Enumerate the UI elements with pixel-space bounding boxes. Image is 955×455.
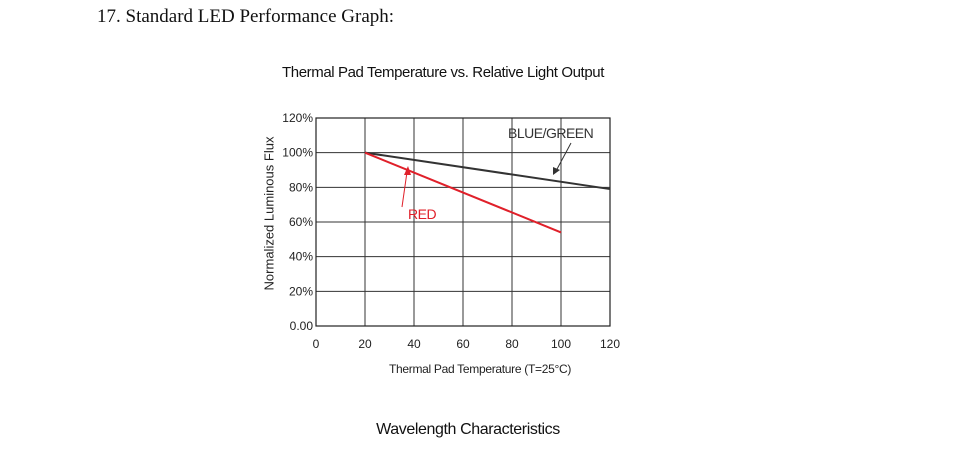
series-line-blue-green [364, 151, 611, 191]
x-tick-label: 120 [600, 337, 620, 351]
y-tick-label: 60% [289, 215, 313, 229]
y-tick-label: 40% [289, 250, 313, 264]
x-tick-label: 40 [407, 337, 421, 351]
y-tick-label: 100% [282, 146, 313, 160]
leader-line-red [401, 171, 408, 208]
series-label-red: RED [408, 206, 436, 222]
series-labels: BLUE/GREEN RED [401, 125, 594, 222]
y-tick-label: 20% [289, 284, 313, 298]
series-line-red [364, 151, 562, 234]
y-tick-label: 0.00 [290, 319, 314, 333]
leader-arrowhead-red [404, 166, 411, 175]
wavelength-caption: Wavelength Characteristics [376, 421, 560, 438]
series-lines [364, 151, 611, 234]
x-tick-labels: 0 20 40 60 80 100 120 [313, 337, 621, 351]
y-tick-label: 120% [282, 111, 313, 125]
chart-title: Thermal Pad Temperature vs. Relative Lig… [282, 64, 604, 81]
x-axis-label: Thermal Pad Temperature (T=25°C) [388, 362, 572, 376]
leader-arrowhead-blue-green [553, 167, 560, 175]
series-label-blue-green: BLUE/GREEN [508, 125, 593, 141]
x-tick-label: 100 [551, 337, 571, 351]
y-tick-labels: 0.00 20% 40% 60% 80% 100% 120% [282, 111, 313, 333]
plot-frame [315, 117, 611, 327]
x-tick-label: 80 [505, 337, 519, 351]
section-heading: 17. Standard LED Performance Graph: [97, 6, 395, 27]
y-tick-label: 80% [289, 180, 313, 194]
x-tick-label: 20 [358, 337, 372, 351]
chart-grid [315, 117, 611, 327]
x-tick-label: 0 [313, 337, 320, 351]
leader-line-blue-green [555, 142, 572, 172]
x-tick-label: 60 [456, 337, 470, 351]
